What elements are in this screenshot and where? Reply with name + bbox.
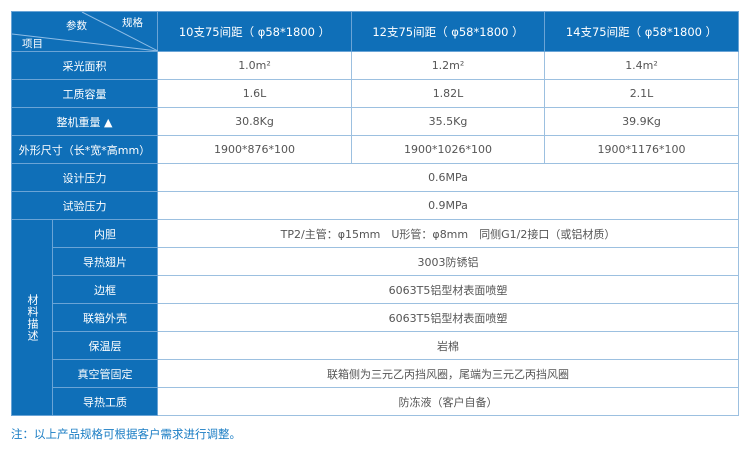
spec-table: 参数 规格 项目 10支75间距（ φ58*1800 ） 12支75间距（ φ5…	[11, 11, 739, 416]
row-label: 导热翅片	[52, 247, 158, 276]
table-row: 保温层 岩棉	[12, 331, 739, 360]
table-row: 联箱外壳 6063T5铝型材表面喷塑	[12, 303, 739, 332]
cell: 1.4m²	[544, 51, 739, 80]
row-label: 试验压力	[11, 191, 158, 220]
cell: 1900*1026*100	[351, 135, 545, 164]
table-row: 材料描述 内胆 TP2/主管：φ15mm U形管：φ8mm 同侧G1/2接口（或铝材…	[11, 219, 739, 416]
row-label: 联箱外壳	[52, 303, 158, 332]
row-label: 整机重量 ▲	[11, 107, 158, 136]
row-label: 外形尺寸（长*宽*高mm）	[11, 135, 158, 164]
header-row: 参数 规格 项目 10支75间距（ φ58*1800 ） 12支75间距（ φ5…	[11, 11, 739, 52]
row-label: 采光面积	[11, 51, 158, 80]
row-label: 保温层	[52, 331, 158, 360]
cell: 1.2m²	[351, 51, 545, 80]
cell: 1.82L	[351, 79, 545, 108]
cell: 35.5Kg	[351, 107, 545, 136]
cell: 防冻液（客户自备）	[157, 387, 739, 416]
spec-label: 规格	[122, 17, 143, 29]
cell: 1900*1176*100	[544, 135, 739, 164]
cell: 0.6MPa	[157, 163, 739, 192]
table-row: 设计压力 0.6MPa	[11, 163, 739, 192]
row-label: 边框	[52, 275, 158, 304]
cell: 39.9Kg	[544, 107, 739, 136]
materials-group-label: 材料描述	[11, 219, 53, 416]
cell: 1.0m²	[157, 51, 352, 80]
table-row: 导热翅片 3003防锈铝	[12, 247, 739, 276]
cell: 0.9MPa	[157, 191, 739, 220]
param-label: 参数	[66, 20, 87, 32]
row-label: 导热工质	[52, 387, 158, 416]
table-row: 外形尺寸（长*宽*高mm） 1900*876*100 1900*1026*100 19…	[11, 135, 739, 164]
column-header: 12支75间距（ φ58*1800 ）	[351, 11, 545, 52]
item-label: 项目	[22, 38, 43, 50]
cell: 30.8Kg	[157, 107, 352, 136]
cell: 6063T5铝型材表面喷塑	[157, 303, 739, 332]
cell: 1900*876*100	[157, 135, 352, 164]
table-row: 真空管固定 联箱侧为三元乙丙挡风圈，尾端为三元乙丙挡风圈	[12, 359, 739, 388]
column-header: 10支75间距（ φ58*1800 ）	[157, 11, 352, 52]
column-header: 14支75间距（ φ58*1800 ）	[544, 11, 739, 52]
cell: 1.6L	[157, 79, 352, 108]
cell: 3003防锈铝	[157, 247, 739, 276]
table-row: 导热工质 防冻液（客户自备）	[12, 387, 739, 416]
diagonal-header-cell: 参数 规格 项目	[11, 11, 158, 52]
table-row: 试验压力 0.9MPa	[11, 191, 739, 220]
row-label: 工质容量	[11, 79, 158, 108]
cell: 岩棉	[157, 331, 739, 360]
cell: 联箱侧为三元乙丙挡风圈，尾端为三元乙丙挡风圈	[157, 359, 739, 388]
table-row: 边框 6063T5铝型材表面喷塑	[12, 275, 739, 304]
row-label: 设计压力	[11, 163, 158, 192]
row-label: 真空管固定	[52, 359, 158, 388]
cell: 2.1L	[544, 79, 739, 108]
cell: TP2/主管：φ15mm U形管：φ8mm 同侧G1/2接口（或铝材质）	[157, 219, 739, 248]
footnote: 注：以上产品规格可根据客户需求进行调整。	[11, 427, 241, 441]
table-row: 整机重量 ▲ 30.8Kg 35.5Kg 39.9Kg	[11, 107, 739, 136]
diagonal-lines	[12, 12, 158, 51]
row-label: 内胆	[52, 219, 158, 248]
table-row: 采光面积 1.0m² 1.2m² 1.4m²	[11, 51, 739, 80]
cell: 6063T5铝型材表面喷塑	[157, 275, 739, 304]
table-row: 工质容量 1.6L 1.82L 2.1L	[11, 79, 739, 108]
